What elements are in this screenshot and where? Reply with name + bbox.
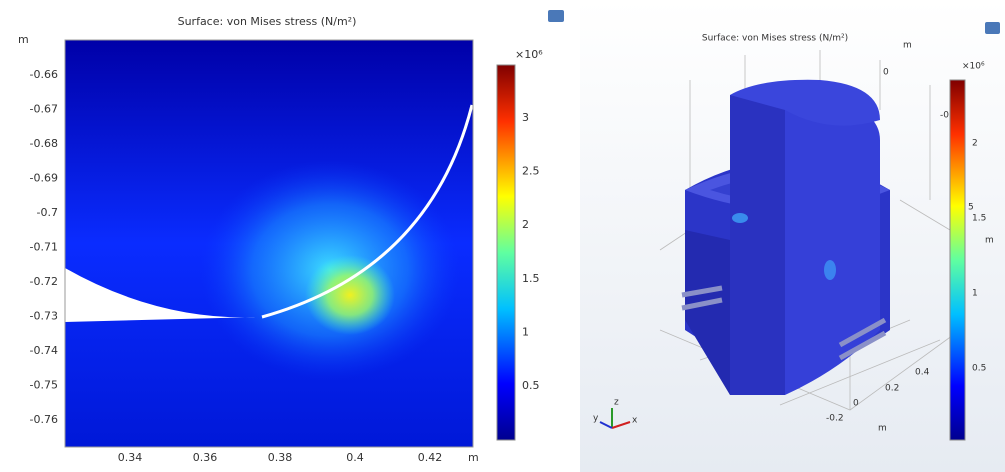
y-tick-label: -0.75 [30,379,58,392]
y-tick-label: -0.7 [37,206,58,219]
plot-title: Surface: von Mises stress (N/m²) [178,15,357,28]
colorbar-tick-label: 2 [522,218,529,231]
colorbar-tick-label: 2.5 [522,165,540,178]
colorbar-tick-label: 0.5 [522,379,540,392]
y-tick-label: -0.68 [30,137,58,150]
x-tick-label: 0.34 [118,451,143,464]
axis-3d-label: m [903,41,912,51]
surface-plot [65,40,473,447]
y-tick-label: -0.67 [30,103,58,116]
colorbar-tick-label: 2 [972,139,978,149]
camera-icon[interactable] [985,22,1000,34]
axis-3d-label: m [878,424,887,434]
screenshot: Surface: von Mises stress (N/m²) m m ×10… [0,0,1005,472]
y-tick-label: -0.72 [30,275,58,288]
x-tick-label: 0.38 [268,451,293,464]
x-tick-label: 0.42 [418,451,443,464]
axis-3d-label: 0.4 [915,368,930,378]
svg-text:x: x [632,416,638,426]
colorbar-tick-label: 1.5 [522,272,540,285]
y-tick-label: -0.74 [30,344,58,357]
axis-3d-label: 0 [853,399,859,409]
x-tick-label: 0.36 [193,451,218,464]
colorbar-tick-label: 1 [972,289,978,299]
axis-3d-label: 0.2 [885,384,899,394]
colorbar [497,65,515,440]
y-unit: m [18,33,29,46]
y-tick-label: -0.66 [30,68,58,81]
axis-3d-label: 5 [968,203,974,213]
camera-icon[interactable] [548,10,564,22]
x-tick-label: 0.4 [346,451,364,464]
axis-3d-label: 0 [883,68,889,78]
colorbar-tick-label: 1.5 [972,214,986,224]
axis-3d-label: -0.2 [826,414,844,424]
plot-title: Surface: von Mises stress (N/m²) [702,34,848,44]
colorbar-multiplier: ×10⁶ [962,62,985,72]
y-tick-label: -0.71 [30,241,58,254]
y-tick-label: -0.76 [30,413,58,426]
colorbar [950,80,965,440]
svg-text:z: z [614,398,619,408]
colorbar-multiplier: ×10⁶ [515,48,543,61]
x-unit: m [468,451,479,464]
colorbar-tick-label: 3 [522,111,529,124]
colorbar-tick-label: 1 [522,325,529,338]
colorbar-tick-label: 0.5 [972,364,986,374]
y-tick-label: -0.69 [30,172,58,185]
y-tick-label: -0.73 [30,310,58,323]
svg-text:y: y [593,414,599,424]
axis-3d-label: m [985,236,994,246]
axis-3d-label: -0 [940,111,949,121]
